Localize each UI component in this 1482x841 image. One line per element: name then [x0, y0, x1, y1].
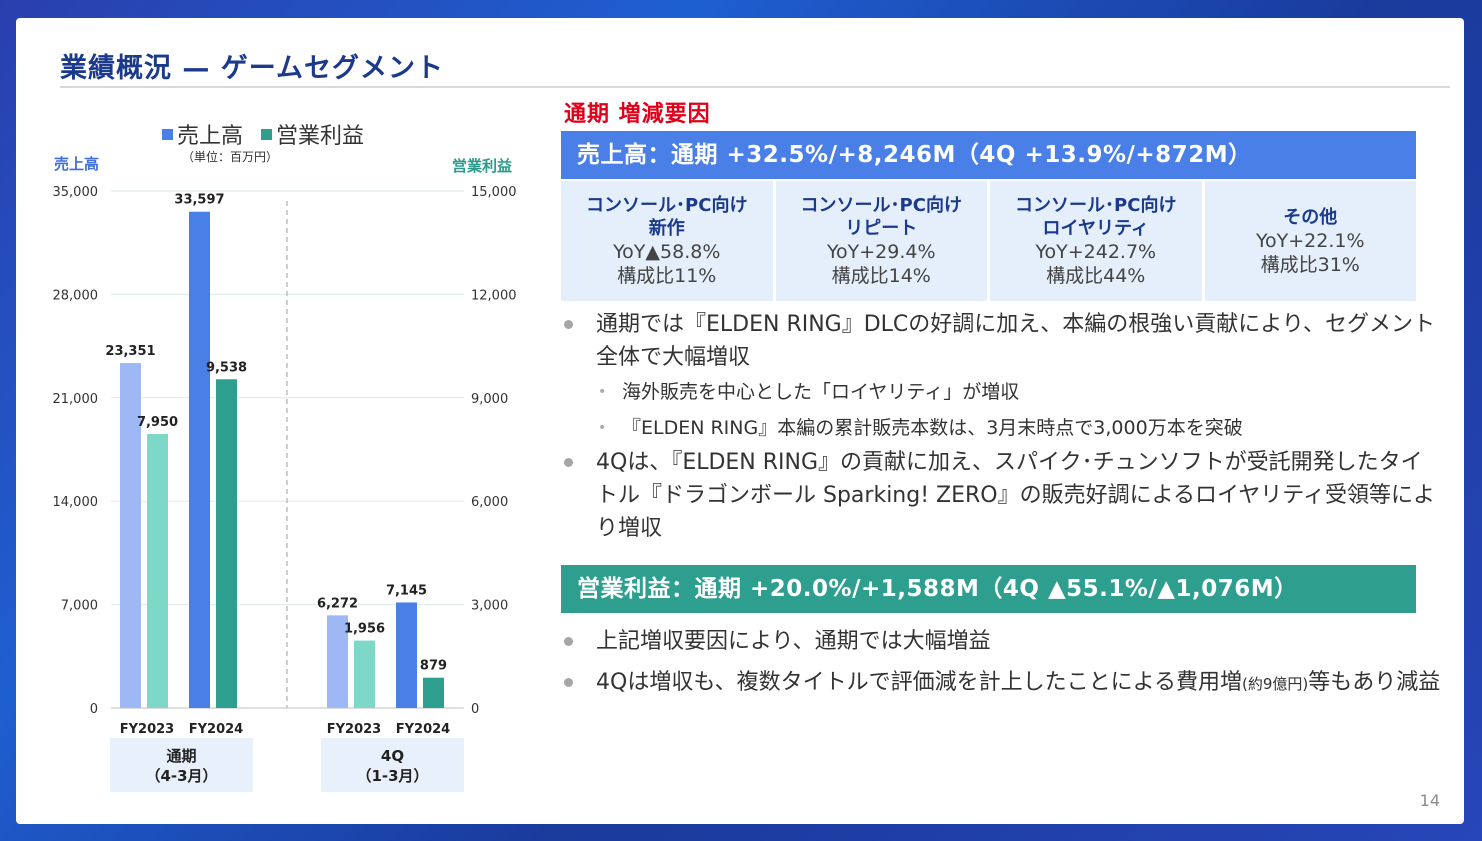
- y-tick-right: 15,000: [471, 185, 517, 200]
- unit-note: （単位：百万円）: [182, 150, 279, 164]
- y-tick-left: 35,000: [53, 185, 99, 200]
- section-title: 通期 増減要因: [564, 102, 711, 127]
- y-tick-left: 14,000: [53, 495, 99, 510]
- bar-sales: [189, 211, 210, 709]
- data-label-profit: 879: [420, 659, 447, 674]
- bar-profit: [423, 677, 444, 708]
- sales-subbullet-1: 海外販売を中心とした「ロイヤリティ」が増収: [564, 374, 1444, 410]
- factor-name: その他: [1283, 206, 1338, 228]
- factor-share: 構成比11%: [617, 265, 717, 287]
- y-tick-left: 28,000: [53, 288, 99, 303]
- factor-name: コンソール･PC向け: [800, 195, 962, 216]
- group-label-4q-line2: （1-3月）: [356, 767, 429, 785]
- factor-name-sub: ロイヤリティ: [1042, 218, 1149, 239]
- group-label-fullyear-line2: （4-3月）: [145, 767, 218, 785]
- bar-sales: [396, 602, 417, 708]
- data-label-sales: 33,597: [174, 193, 224, 208]
- segment-bar-chart: 0 7,000 14,000 21,000 28,000 35,000 0 3,000 6,00…: [53, 185, 517, 737]
- chart-legend: 売上高 営業利益: [162, 118, 364, 150]
- bar-profit: [354, 640, 375, 708]
- bar-profit: [147, 433, 168, 708]
- factor-name: コンソール･PC向け: [1015, 195, 1177, 216]
- group-label-fullyear-line1: 通期: [166, 747, 197, 765]
- slide-title: 業績概況 — ゲームセグメント: [60, 53, 444, 84]
- profit-bullet-2-note: (約9億円): [1242, 675, 1309, 693]
- x-tick-label: FY2023: [120, 722, 174, 737]
- legend-item-sales: 売上高: [162, 118, 243, 150]
- factor-name: コンソール･PC向け: [586, 195, 748, 216]
- factor-share: 構成比31%: [1260, 253, 1360, 276]
- data-label-sales: 7,145: [386, 583, 427, 598]
- y-tick-right: 12,000: [471, 288, 517, 303]
- legend-swatch-profit: [261, 128, 273, 140]
- factor-share: 構成比44%: [1046, 265, 1146, 287]
- factor-name-sub: 新作: [648, 218, 685, 239]
- y-tick-left: 7,000: [61, 599, 98, 614]
- sales-summary-band: 売上高：通期 +32.5%/+8,246M（4Q +13.9%/+872M）: [561, 131, 1416, 179]
- sales-bullet-2: 4Qは、『ELDEN RING』の貢献に加え、スパイク･チュンソフトが受託開発し…: [564, 446, 1444, 545]
- factor-repeat: コンソール･PC向け リピート YoY+29.4% 構成比14%: [775, 181, 987, 301]
- factor-name-sub: リピート: [845, 218, 918, 239]
- data-label-profit: 9,538: [206, 360, 247, 375]
- factor-share: 構成比14%: [831, 265, 931, 287]
- group-label-4q-line1: 4Q: [380, 747, 405, 765]
- profit-bullet-1: 上記増収要因により、通期では大幅増益: [564, 625, 1444, 658]
- factor-yoy: YoY▲58.8%: [613, 241, 721, 263]
- legend-label-sales: 売上高: [177, 124, 244, 149]
- factor-other: その他 YoY+22.1% 構成比31%: [1204, 181, 1416, 301]
- profit-summary-band: 営業利益：通期 +20.0%/+1,588M（4Q ▲55.1%/▲1,076M…: [561, 565, 1416, 613]
- x-tick-label: FY2024: [189, 722, 243, 737]
- sales-factor-row: コンソール･PC向け 新作 YoY▲58.8% 構成比11% コンソール･PC向…: [561, 181, 1416, 301]
- factor-royalty: コンソール･PC向け ロイヤリティ YoY+242.7% 構成比44%: [990, 181, 1202, 301]
- data-label-profit: 1,956: [344, 622, 385, 637]
- data-label-sales: 23,351: [105, 344, 155, 359]
- y-tick-right: 0: [471, 702, 479, 717]
- slide: 業績概況 — ゲームセグメント 0 7,000 14,000 21,000 28,000…: [16, 18, 1464, 824]
- profit-bullet-2-tail: 等もあり減益: [1308, 670, 1441, 695]
- profit-bullets: 上記増収要因により、通期では大幅増益 4Qは増収も、複数タイトルで評価減を計上し…: [564, 625, 1444, 701]
- group-label-fullyear: 通期 （4-3月）: [110, 738, 253, 792]
- legend-swatch-sales: [162, 128, 173, 140]
- group-label-4q: 4Q （1-3月）: [321, 738, 464, 792]
- bar-profit: [216, 379, 237, 708]
- y-tick-right: 6,000: [471, 495, 508, 510]
- factor-yoy: YoY+29.4%: [826, 241, 936, 263]
- x-tick-label: FY2024: [396, 722, 450, 737]
- y-tick-right: 3,000: [471, 599, 508, 614]
- legend-item-profit: 営業利益: [261, 118, 364, 150]
- factor-yoy: YoY+242.7%: [1035, 241, 1157, 263]
- page-number: 14: [1419, 791, 1440, 810]
- factor-new-titles: コンソール･PC向け 新作 YoY▲58.8% 構成比11%: [561, 181, 773, 301]
- legend-label-profit: 営業利益: [276, 124, 365, 149]
- profit-bullet-2-main: 4Qは増収も、複数タイトルで評価減を計上したことによる費用増: [596, 670, 1242, 695]
- data-label-sales: 6,272: [317, 596, 358, 611]
- sales-subbullet-2: 『ELDEN RING』本編の累計販売本数は、3月末時点で3,000万本を突破: [564, 410, 1444, 446]
- title-divider: [60, 86, 1450, 88]
- sales-bullets: 通期では『ELDEN RING』DLCの好調に加え、本編の根強い貢献により、セグ…: [564, 308, 1444, 545]
- y-tick-left: 21,000: [53, 392, 99, 407]
- factor-yoy: YoY+22.1%: [1255, 229, 1365, 252]
- bar-sales: [327, 615, 348, 708]
- y-axis-title-left: 売上高: [54, 155, 100, 173]
- y-tick-left: 0: [90, 702, 98, 717]
- y-axis-title-right: 営業利益: [452, 157, 513, 175]
- bar-sales: [120, 363, 141, 708]
- profit-bullet-2: 4Qは増収も、複数タイトルで評価減を計上したことによる費用増(約9億円)等もあり…: [564, 666, 1444, 701]
- y-tick-right: 9,000: [471, 392, 508, 407]
- sales-bullet-1: 通期では『ELDEN RING』DLCの好調に加え、本編の根強い貢献により、セグ…: [564, 308, 1444, 374]
- data-label-profit: 7,950: [137, 415, 178, 430]
- x-tick-label: FY2023: [327, 722, 381, 737]
